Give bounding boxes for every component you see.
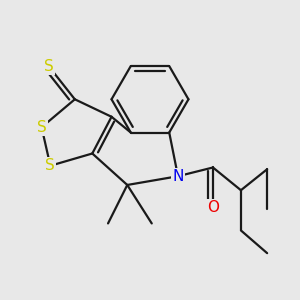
Text: N: N xyxy=(172,169,184,184)
Text: S: S xyxy=(44,58,53,74)
Text: O: O xyxy=(207,200,219,215)
Text: S: S xyxy=(46,158,55,173)
Text: S: S xyxy=(37,120,46,135)
